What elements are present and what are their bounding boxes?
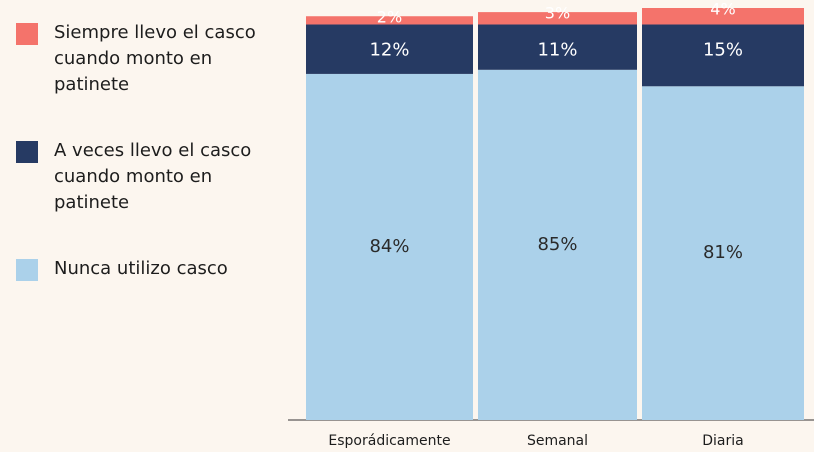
legend-label: Siempre llevo el casco cuando monto en p… bbox=[54, 22, 256, 95]
legend-swatch bbox=[16, 23, 38, 45]
x-tick-label: Diaria bbox=[702, 433, 743, 449]
x-tick-label: Semanal bbox=[527, 433, 588, 449]
data-label: 85% bbox=[537, 234, 577, 255]
legend-swatch bbox=[16, 141, 38, 163]
bar-segment bbox=[478, 24, 637, 70]
data-label: 4% bbox=[710, 0, 735, 19]
bar-segment bbox=[642, 24, 804, 87]
legend-item: A veces llevo el casco cuando monto en p… bbox=[16, 138, 276, 216]
bar-segment bbox=[306, 24, 473, 74]
legend-label: Nunca utilizo casco bbox=[54, 258, 228, 279]
data-label: 3% bbox=[545, 4, 570, 23]
data-label: 2% bbox=[377, 8, 402, 27]
legend: Siempre llevo el casco cuando monto en p… bbox=[16, 20, 276, 322]
bar-segment bbox=[642, 86, 804, 420]
legend-item: Siempre llevo el casco cuando monto en p… bbox=[16, 20, 276, 98]
legend-item: Nunca utilizo casco bbox=[16, 256, 276, 282]
data-label: 84% bbox=[369, 236, 409, 257]
bar-segment bbox=[642, 8, 804, 25]
legend-swatch bbox=[16, 259, 38, 281]
data-label: 15% bbox=[703, 39, 743, 60]
bar-segment bbox=[306, 73, 473, 421]
bar-segment bbox=[478, 69, 637, 421]
data-label: 12% bbox=[369, 39, 409, 60]
x-tick-label: Esporádicamente bbox=[328, 433, 450, 449]
data-label: 11% bbox=[537, 39, 577, 60]
legend-label: A veces llevo el casco cuando monto en p… bbox=[54, 140, 252, 213]
bar-segment bbox=[306, 16, 473, 25]
bar-segment bbox=[478, 12, 637, 25]
data-label: 81% bbox=[703, 242, 743, 263]
